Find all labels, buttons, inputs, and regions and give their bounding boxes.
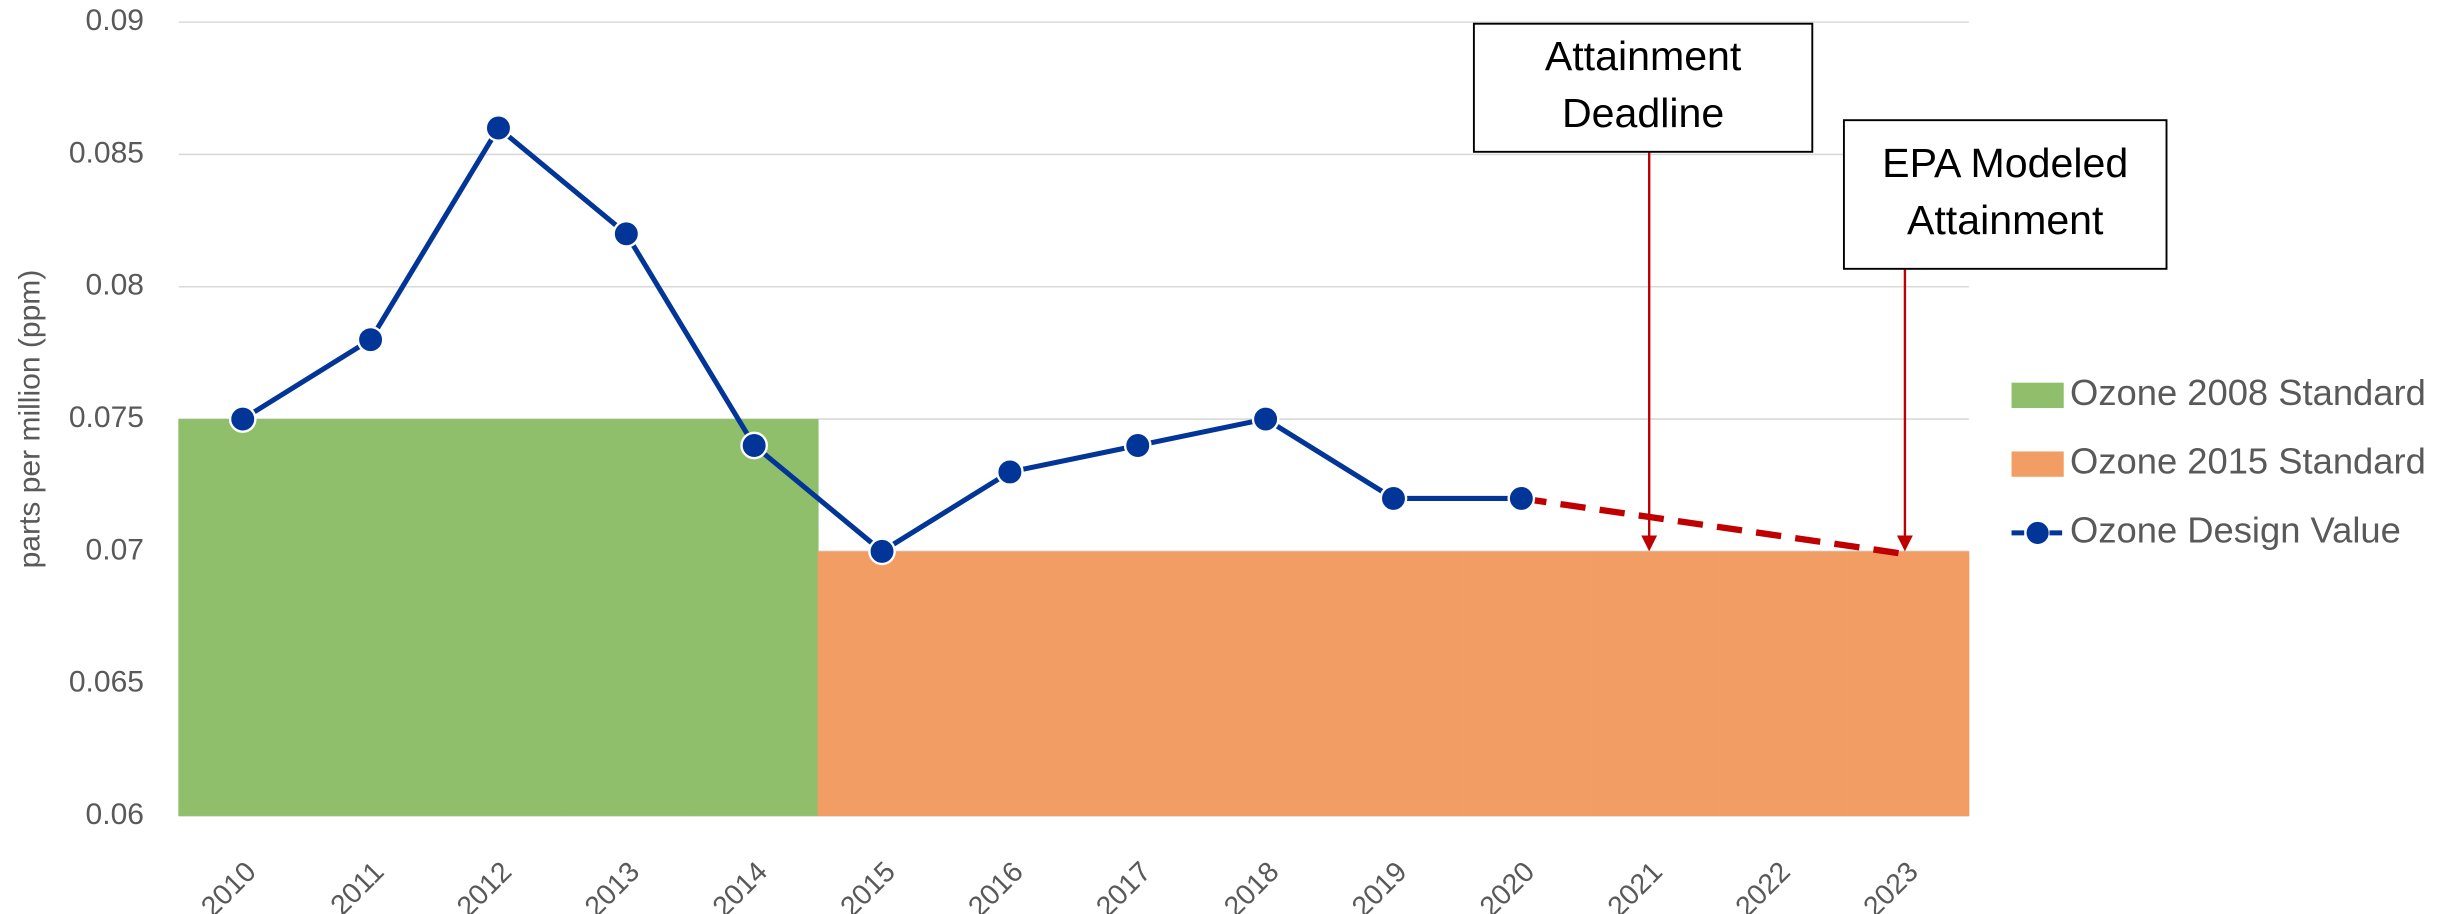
area-band (1712, 551, 1842, 816)
area-band (1073, 551, 1203, 816)
point (1251, 405, 1280, 433)
legend-marker (2026, 521, 2049, 544)
area-band (1584, 551, 1714, 816)
x-tick-label: 2023 (1857, 856, 1924, 914)
point (740, 431, 769, 460)
x-tick-label: 2012 (451, 856, 518, 914)
legend-swatch (2011, 451, 2064, 477)
point (868, 537, 896, 566)
x-tick-label: 2019 (1346, 856, 1413, 914)
point (484, 114, 513, 142)
point (1379, 484, 1408, 513)
point (612, 219, 641, 248)
annotation-text: Attainment (1907, 197, 2104, 243)
area-band (1201, 551, 1331, 816)
x-tick-label: 2021 (1602, 856, 1669, 914)
point (1507, 484, 1536, 513)
legend-label: Ozone 2015 Standard (2070, 441, 2426, 482)
area-band (945, 551, 1075, 816)
x-tick-label: 2016 (962, 856, 1029, 914)
y-tick-label: 0.09 (86, 4, 144, 37)
area-band (1456, 551, 1586, 816)
legend-swatch (2011, 382, 2064, 408)
annotation-text: Attainment (1545, 33, 1742, 79)
y-tick-label: 0.08 (86, 269, 144, 302)
area-band (306, 419, 435, 816)
area-band (689, 419, 819, 816)
point (228, 405, 257, 433)
arrow-head (1897, 535, 1913, 552)
point (996, 458, 1024, 486)
x-tick-label: 2013 (579, 856, 646, 914)
y-tick-label: 0.085 (69, 136, 144, 169)
y-tick-label: 0.07 (86, 533, 144, 566)
annotation-text: Deadline (1562, 90, 1724, 136)
point (356, 325, 385, 354)
annotation-box (1472, 22, 1814, 153)
x-tick-label: 2020 (1474, 856, 1541, 914)
x-tick-label: 2022 (1729, 856, 1796, 914)
x-tick-label: 2011 (324, 856, 390, 914)
annotation-box (1842, 119, 2168, 270)
area-band (561, 419, 691, 816)
annotation-text: EPA Modeled (1882, 140, 2128, 186)
legend-label: Ozone 2008 Standard (2070, 372, 2426, 413)
area-band (1329, 551, 1458, 816)
projection-line (1520, 495, 1906, 558)
area-band (1840, 551, 1970, 816)
x-tick-label: 2018 (1218, 856, 1285, 914)
x-tick-label: 2017 (1090, 856, 1157, 914)
y-tick-label: 0.06 (86, 798, 144, 831)
x-tick-label: 2015 (834, 856, 901, 914)
y-axis-label: parts per million (ppm) (14, 270, 47, 569)
area-band (178, 419, 308, 816)
point (1123, 431, 1152, 460)
y-tick-label: 0.065 (69, 666, 144, 699)
area-band (434, 419, 563, 816)
x-tick-label: 2014 (707, 856, 774, 914)
y-tick-label: 0.075 (69, 401, 144, 434)
arrow-head (1641, 535, 1658, 552)
area-band (817, 551, 947, 816)
legend-label: Ozone Design Value (2070, 510, 2401, 551)
x-tick-label: 2010 (195, 856, 262, 914)
